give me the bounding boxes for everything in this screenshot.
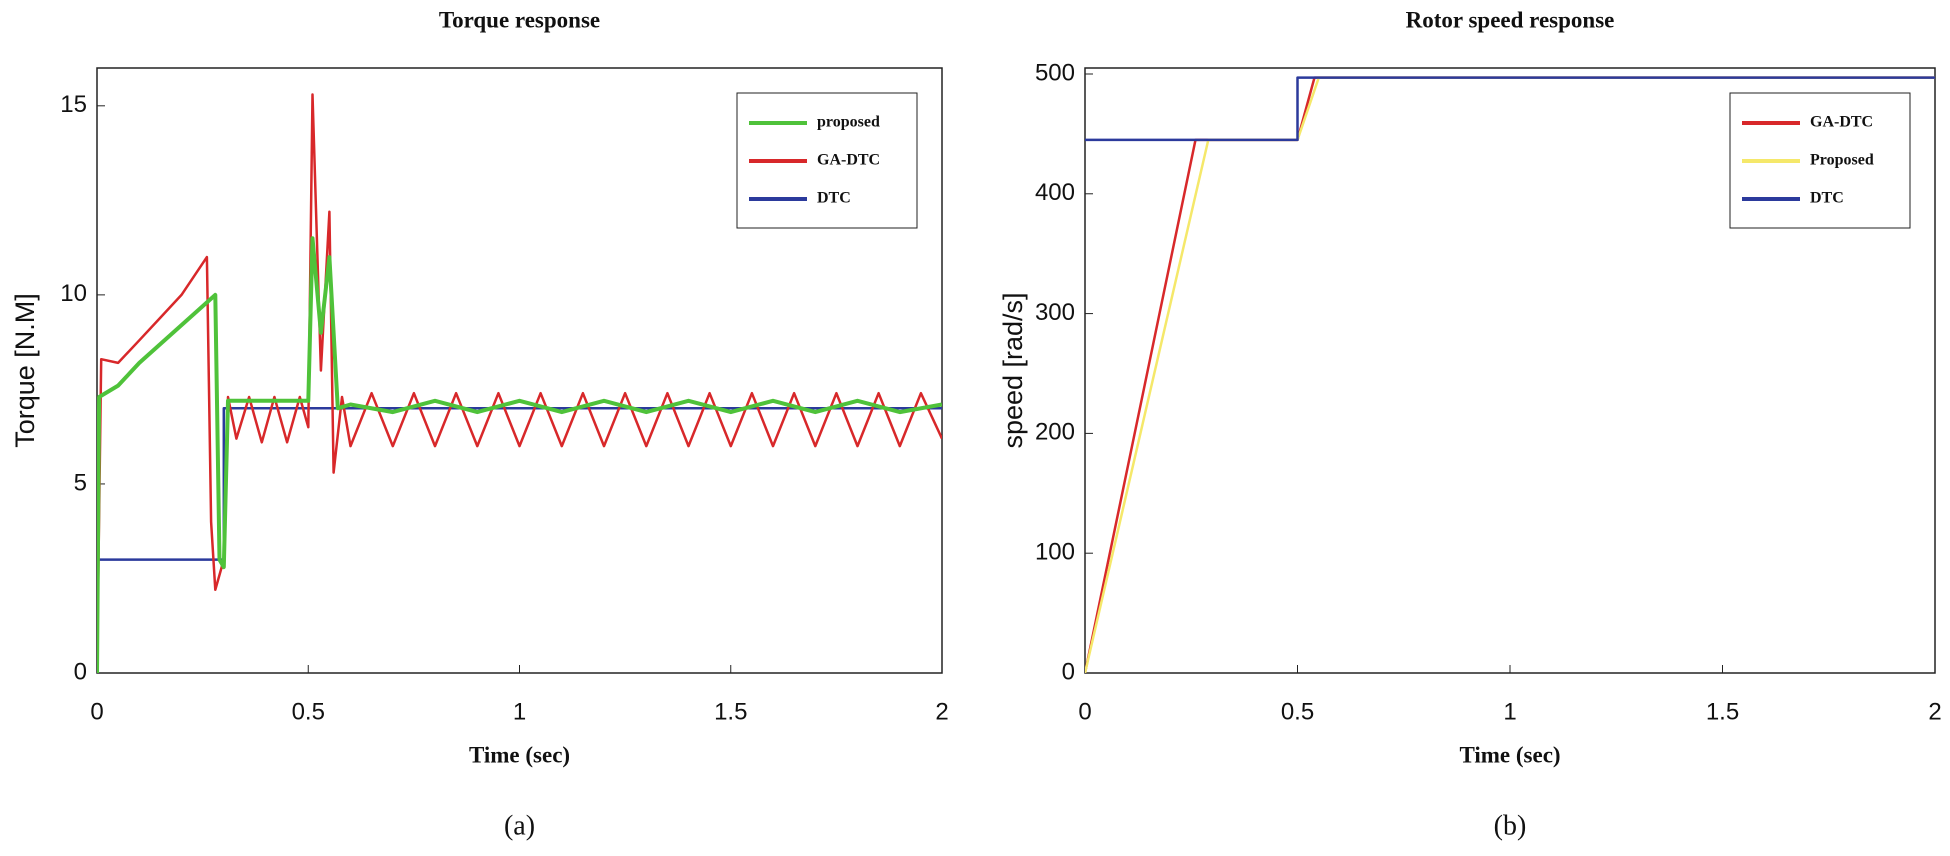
y-tick-label: 200 xyxy=(1035,419,1075,446)
y-tick-label: 300 xyxy=(1035,299,1075,326)
subplot: 0 0.5 1 1.5 2 0 5 10 15 Torque response Time (sec)… xyxy=(10,7,949,841)
y-tick-label: 10 xyxy=(60,280,87,307)
x-tick-label: 1.5 xyxy=(714,698,747,725)
x-tick-label: 1 xyxy=(1503,698,1516,725)
y-axis-label: speed [rad/s] xyxy=(998,292,1028,448)
x-tick-label: 1.5 xyxy=(1706,698,1739,725)
chart-title: Torque response xyxy=(439,7,600,32)
y-tick-label: 500 xyxy=(1035,59,1075,86)
legend-label: proposed xyxy=(817,114,880,131)
y-tick-label: 15 xyxy=(60,91,87,118)
x-tick-label: 0 xyxy=(90,698,103,725)
caption: (a) xyxy=(504,810,535,841)
y-axis-label: Torque [N.M] xyxy=(10,293,40,448)
y-tick-label: 0 xyxy=(1062,658,1075,685)
x-tick-label: 0.5 xyxy=(292,698,325,725)
legend-label: Proposed xyxy=(1810,152,1874,169)
chart-title: Rotor speed response xyxy=(1406,7,1615,32)
y-tick-label: 100 xyxy=(1035,539,1075,566)
caption: (b) xyxy=(1494,810,1527,841)
series-line xyxy=(97,236,942,673)
legend-label: GA-DTC xyxy=(817,152,880,169)
x-axis-label: Time (sec) xyxy=(1459,742,1560,767)
legend-label: GA-DTC xyxy=(1810,114,1873,131)
legend-label: DTC xyxy=(1810,190,1844,207)
x-tick-label: 0.5 xyxy=(1281,698,1314,725)
x-axis-label: Time (sec) xyxy=(469,742,570,767)
subplot: 0 0.5 1 1.5 2 0 100 200 300 400 500 Rotor speed res… xyxy=(998,7,1942,841)
x-tick-label: 0 xyxy=(1078,698,1091,725)
y-tick-label: 0 xyxy=(74,658,87,685)
x-tick-label: 2 xyxy=(1928,698,1941,725)
series-line xyxy=(97,93,942,673)
x-tick-label: 1 xyxy=(513,698,526,725)
series-line xyxy=(1085,76,1935,142)
legend-label: DTC xyxy=(817,190,851,207)
y-tick-label: 5 xyxy=(74,469,87,496)
x-tick-label: 2 xyxy=(935,698,948,725)
y-tick-label: 400 xyxy=(1035,179,1075,206)
